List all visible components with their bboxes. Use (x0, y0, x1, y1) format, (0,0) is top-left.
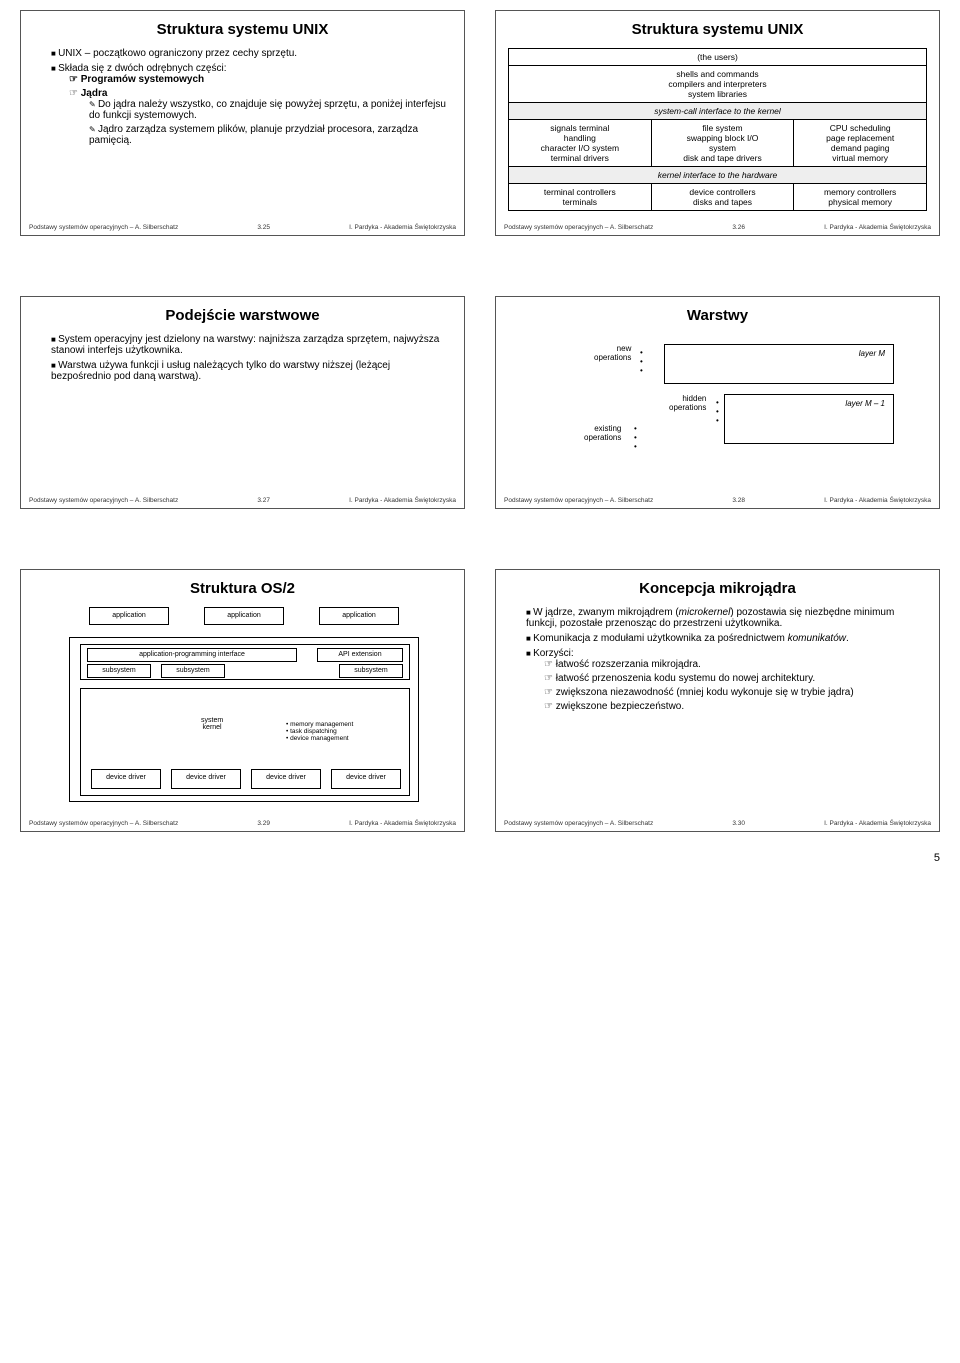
table-cell: signals terminal handling character I/O … (509, 120, 652, 167)
app-box: application (204, 607, 284, 625)
layer-label: layer M (667, 347, 891, 360)
device-driver-box: device driver (331, 769, 401, 789)
table-cell: file system swapping block I/O system di… (651, 120, 794, 167)
table-cell: (the users) (509, 49, 927, 66)
device-driver-box: device driver (171, 769, 241, 789)
app-box: application (319, 607, 399, 625)
slide-microkernel: Koncepcja mikrojądra W jądrze, zwanym mi… (495, 569, 940, 832)
table-cell: shells and commands compilers and interp… (509, 66, 927, 103)
slide-os2-structure: Struktura OS/2 application application a… (20, 569, 465, 832)
slide-footer: Podstawy systemów operacyjnych – A. Silb… (29, 497, 456, 504)
existing-ops-label: existing operations (584, 424, 621, 442)
sub-bullet: Jądra Do jądra należy wszystko, co znajd… (69, 88, 446, 146)
device-driver-box: device driver (91, 769, 161, 789)
slide-footer: Podstawy systemów operacyjnych – A. Silb… (504, 820, 931, 827)
slide-content: layer M layer M – 1 new operations exist… (504, 332, 931, 486)
new-ops-label: new operations (594, 344, 631, 362)
bullet: Korzyści: łatwość rozszerzania mikrojądr… (526, 648, 921, 712)
bullet: System operacyjny jest dzielony na warst… (51, 334, 446, 356)
sub-sub-bullet: Do jądra należy wszystko, co znajduje si… (89, 99, 446, 121)
slide-content: W jądrze, zwanym mikrojądrem (microkerne… (504, 605, 931, 718)
kernel-label: system kernel (201, 717, 223, 731)
slide-title: Struktura systemu UNIX (29, 17, 456, 46)
slide-footer: Podstawy systemów operacyjnych – A. Silb… (29, 224, 456, 231)
table-cell: terminal controllers terminals (509, 184, 652, 211)
slide-layered-approach: Podejście warstwowe System operacyjny je… (20, 296, 465, 509)
hidden-ops-label: hidden operations (669, 394, 706, 412)
subsystem-box: subsystem (87, 664, 151, 678)
bullet: Warstwa używa funkcji i usług należących… (51, 360, 446, 382)
sub-bullet: Programów systemowych (69, 74, 446, 85)
slide-title: Struktura OS/2 (29, 576, 456, 605)
bullet: Komunikacja z modułami użytkownika za po… (526, 633, 921, 644)
slide-title: Podejście warstwowe (29, 303, 456, 332)
bullet: W jądrze, zwanym mikrojądrem (microkerne… (526, 607, 921, 629)
slide-layers-diagram: Warstwy layer M layer M – 1 new operatio… (495, 296, 940, 509)
layer-m-box: layer M (664, 344, 894, 384)
layer-m1-box: layer M – 1 (724, 394, 894, 444)
sub-bullet: łatwość przenoszenia kodu systemu do now… (544, 673, 921, 684)
slide-footer: Podstawy systemów operacyjnych – A. Silb… (29, 820, 456, 827)
sub-bullet: zwiększone bezpieczeństwo. (544, 701, 921, 712)
api-ext-box: API extension (317, 648, 403, 662)
subsystem-box: subsystem (161, 664, 225, 678)
app-box: application (89, 607, 169, 625)
slide-footer: Podstawy systemów operacyjnych – A. Silb… (504, 497, 931, 504)
slide-title: Koncepcja mikrojądra (504, 576, 931, 605)
table-cell: device controllers disks and tapes (651, 184, 794, 211)
slide-title: Warstwy (504, 303, 931, 332)
layer-label: layer M – 1 (727, 397, 891, 410)
slide-content: application application application appl… (29, 605, 456, 809)
table-cell: memory controllers physical memory (794, 184, 927, 211)
slide-content: (the users) shells and commands compiler… (504, 46, 931, 213)
bullet: Składa się z dwóch odrębnych części: Pro… (51, 63, 446, 146)
slide-unix-structure-diagram: Struktura systemu UNIX (the users) shell… (495, 10, 940, 236)
slide-footer: Podstawy systemów operacyjnych – A. Silb… (504, 224, 931, 231)
subsystem-box: subsystem (339, 664, 403, 678)
table-cell: CPU scheduling page replacement demand p… (794, 120, 927, 167)
table-cell: kernel interface to the hardware (509, 167, 927, 184)
sub-sub-bullet: Jądro zarządza systemem plików, planuje … (89, 124, 446, 146)
bullet: UNIX – początkowo ograniczony przez cech… (51, 48, 446, 59)
slide-unix-structure-text: Struktura systemu UNIX UNIX – początkowo… (20, 10, 465, 236)
table-cell: system-call interface to the kernel (509, 103, 927, 120)
kernel-bullets: • memory management • task dispatching •… (286, 721, 353, 742)
slide-content: System operacyjny jest dzielony na warst… (29, 332, 456, 388)
slide-title: Struktura systemu UNIX (504, 17, 931, 46)
sub-bullet: zwiększona niezawodność (mniej kodu wyko… (544, 687, 921, 698)
unix-layers-table: (the users) shells and commands compiler… (508, 48, 927, 211)
slide-content: UNIX – początkowo ograniczony przez cech… (29, 46, 456, 152)
api-box: application-programming interface (87, 648, 297, 662)
page-number: 5 (20, 832, 940, 864)
sub-bullet: łatwość rozszerzania mikrojądra. (544, 659, 921, 670)
device-driver-box: device driver (251, 769, 321, 789)
